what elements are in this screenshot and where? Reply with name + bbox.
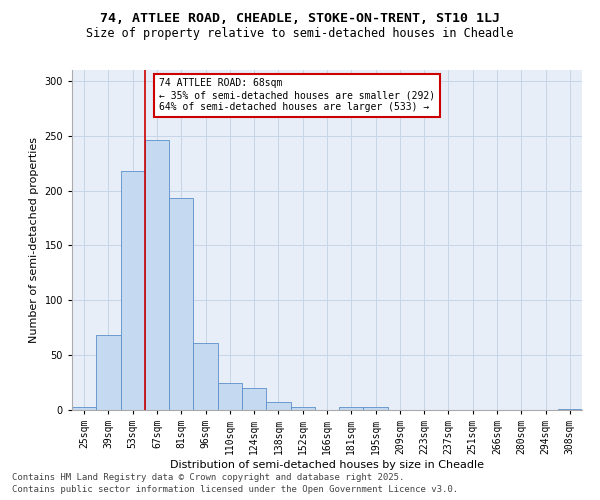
Bar [218,382,242,410]
Text: Size of property relative to semi-detached houses in Cheadle: Size of property relative to semi-detach… [86,28,514,40]
Bar [339,406,364,410]
Bar [364,406,388,410]
Bar [290,406,315,410]
Bar [169,198,193,410]
Text: 74 ATTLEE ROAD: 68sqm
← 35% of semi-detached houses are smaller (292)
64% of sem: 74 ATTLEE ROAD: 68sqm ← 35% of semi-deta… [158,78,435,112]
Bar [145,140,169,410]
X-axis label: Distribution of semi-detached houses by size in Cheadle: Distribution of semi-detached houses by … [170,460,484,470]
Bar [96,336,121,410]
Y-axis label: Number of semi-detached properties: Number of semi-detached properties [29,137,39,343]
Bar [193,343,218,410]
Bar [242,388,266,410]
Text: Contains HM Land Registry data © Crown copyright and database right 2025.: Contains HM Land Registry data © Crown c… [12,472,404,482]
Bar [72,406,96,410]
Bar [558,409,582,410]
Text: Contains public sector information licensed under the Open Government Licence v3: Contains public sector information licen… [12,485,458,494]
Bar [121,171,145,410]
Bar [266,402,290,410]
Text: 74, ATTLEE ROAD, CHEADLE, STOKE-ON-TRENT, ST10 1LJ: 74, ATTLEE ROAD, CHEADLE, STOKE-ON-TRENT… [100,12,500,26]
